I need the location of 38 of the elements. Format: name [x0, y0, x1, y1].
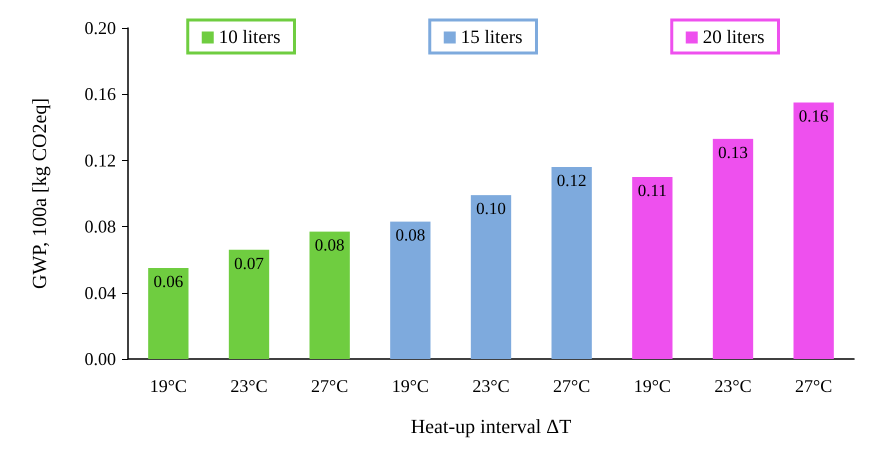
- data-label: 0.10: [476, 199, 506, 218]
- x-tick-label: 23°C: [230, 376, 268, 396]
- data-label: 0.11: [638, 180, 667, 200]
- bar: [148, 268, 188, 359]
- x-tick-label: 23°C: [472, 376, 510, 396]
- x-tick-label: 19°C: [634, 376, 671, 396]
- data-label: 0.12: [556, 171, 587, 190]
- data-label: 0.13: [718, 142, 748, 162]
- y-tick-label: 0.04: [84, 282, 116, 303]
- bar: [390, 222, 430, 359]
- bar: [552, 167, 592, 359]
- legend-label: 20 liters: [702, 27, 764, 48]
- y-tick-label: 0.20: [84, 18, 116, 38]
- legend-label: 15 liters: [460, 27, 522, 48]
- y-tick-label: 0.16: [84, 84, 116, 104]
- x-tick-label: 27°C: [553, 376, 590, 396]
- x-tick-label: 27°C: [311, 376, 348, 396]
- data-label: 0.06: [153, 272, 184, 291]
- data-label: 0.08: [314, 236, 345, 255]
- y-axis-title: GWP, 100a [kg CO2eq]: [29, 98, 51, 290]
- y-tick-label: 0.12: [84, 150, 116, 170]
- x-tick-label: 23°C: [714, 376, 752, 396]
- data-label: 0.08: [395, 226, 426, 245]
- bar: [470, 195, 512, 359]
- bar: [712, 138, 754, 359]
- bar: [228, 250, 270, 359]
- data-label: 0.16: [798, 106, 829, 126]
- y-tick-label: 0.08: [84, 216, 116, 237]
- x-tick-label: 19°C: [392, 376, 429, 396]
- x-tick-label: 19°C: [150, 376, 187, 396]
- x-tick-label: 27°C: [795, 376, 832, 396]
- bar: [794, 102, 834, 359]
- bar: [310, 232, 350, 359]
- y-tick-label: 0.00: [84, 349, 116, 369]
- data-label: 0.07: [234, 254, 264, 273]
- bar: [632, 176, 672, 359]
- legend-label: 10 liters: [218, 27, 280, 48]
- x-axis-title: Heat-up interval ΔT: [410, 416, 572, 438]
